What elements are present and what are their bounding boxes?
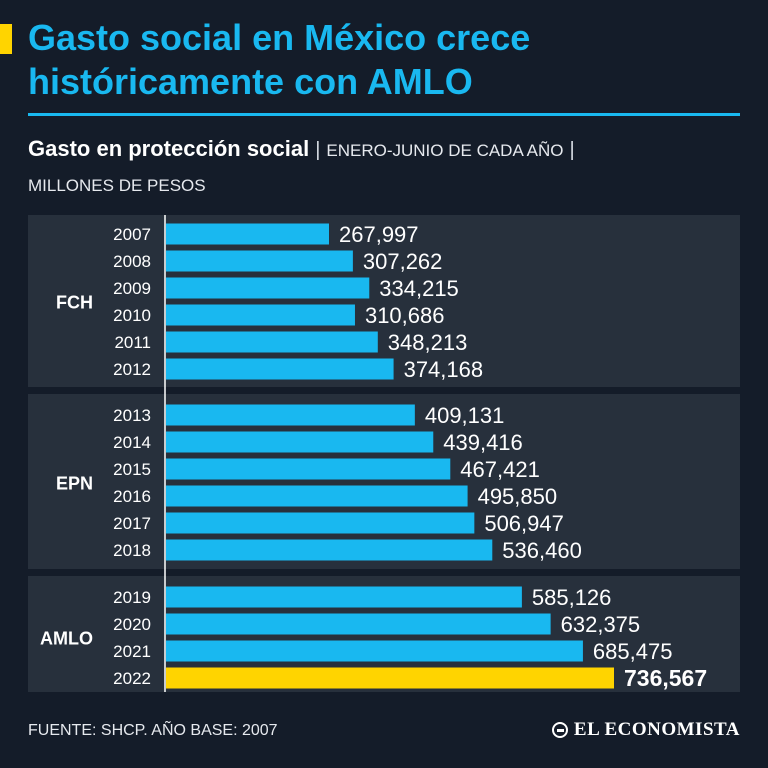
bar [166, 250, 353, 272]
y-tick-label: 2013 [113, 406, 151, 425]
bar [166, 512, 475, 534]
bar [166, 404, 415, 426]
bar [166, 223, 330, 245]
data-label: 409,131 [425, 403, 505, 428]
bar [166, 304, 355, 326]
data-label: 495,850 [478, 484, 558, 509]
y-tick-label: 2010 [113, 306, 151, 325]
bar [166, 586, 522, 608]
bar [166, 431, 434, 453]
y-tick-label: 2017 [113, 514, 151, 533]
subtitle-units: MILLONES DE PESOS [28, 176, 206, 195]
y-tick-label: 2019 [113, 588, 151, 607]
bar [166, 485, 468, 507]
subtitle-main: Gasto en protección social [28, 136, 310, 161]
y-tick-label: 2011 [114, 333, 151, 352]
y-tick-label: 2022 [113, 669, 151, 688]
y-tick-label: 2007 [113, 225, 151, 244]
title-accent-bar [0, 24, 12, 54]
bar [166, 458, 451, 480]
title-rule [28, 113, 740, 116]
group-label: AMLO [40, 629, 93, 649]
y-tick-label: 2014 [113, 433, 151, 452]
data-label: 439,416 [443, 430, 523, 455]
data-label: 585,126 [532, 585, 612, 610]
y-tick-label: 2015 [113, 460, 151, 479]
subtitle-period: ENERO-JUNIO DE CADA AÑO [326, 141, 564, 160]
y-tick-label: 2020 [113, 615, 151, 634]
group-panel [28, 215, 740, 387]
data-label: 506,947 [484, 511, 564, 536]
y-tick-label: 2008 [113, 252, 151, 271]
group-label: FCH [56, 293, 93, 313]
data-label: 334,215 [379, 276, 459, 301]
y-tick-label: 2021 [113, 642, 151, 661]
subtitle-separator: | [315, 139, 321, 161]
data-label: 348,213 [388, 330, 468, 355]
bar [166, 613, 551, 635]
data-label: 536,460 [502, 538, 582, 563]
data-label: 467,421 [460, 457, 540, 482]
data-label: 685,475 [593, 639, 673, 664]
y-tick-label: 2009 [113, 279, 151, 298]
bar [166, 640, 583, 662]
bar-highlight [166, 667, 614, 689]
bar [166, 358, 394, 380]
y-tick-label: 2018 [113, 541, 151, 560]
y-tick-label: 2012 [113, 360, 151, 379]
bar [166, 331, 378, 353]
subtitle-separator: | [569, 139, 575, 161]
data-label: 374,168 [404, 357, 484, 382]
group-label: EPN [56, 474, 93, 494]
brand-logo: EL ECONOMISTA [551, 719, 740, 741]
source-note: FUENTE: SHCP. AÑO BASE: 2007 [28, 722, 278, 739]
data-label: 632,375 [561, 612, 641, 637]
bar [166, 539, 493, 561]
bar [166, 277, 370, 299]
page-title: Gasto social en México crece históricame… [28, 17, 531, 102]
data-label: 310,686 [365, 303, 445, 328]
brand-name: EL ECONOMISTA [573, 719, 740, 740]
data-label: 736,567 [624, 665, 707, 691]
data-label: 267,997 [339, 222, 419, 247]
data-label: 307,262 [363, 249, 443, 274]
chart-subtitle: Gasto en protección social | ENERO-JUNIO D… [28, 132, 740, 203]
y-tick-label: 2016 [113, 487, 151, 506]
brand-mark-icon [551, 722, 568, 738]
